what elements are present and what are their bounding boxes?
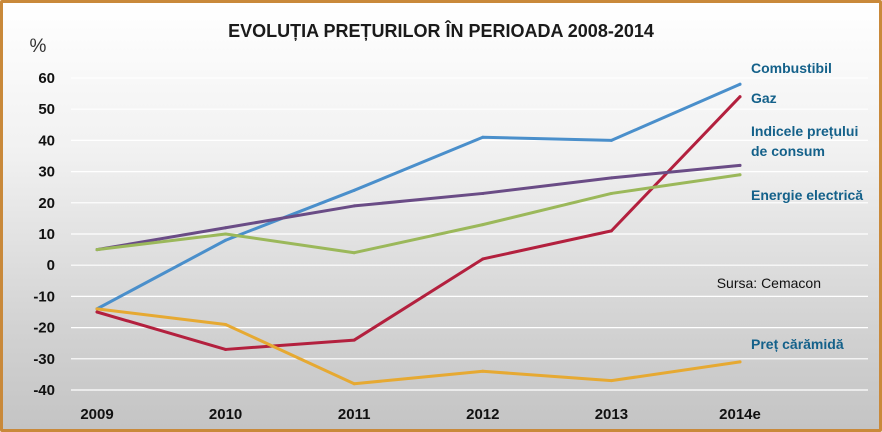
data-point-energie-electrica — [481, 223, 485, 227]
data-point-pret-caramida — [95, 307, 99, 311]
y-tick-label: 20 — [38, 195, 55, 212]
data-point-combustibil — [738, 82, 742, 86]
data-point-combustibil — [609, 138, 613, 142]
x-tick-label: 2009 — [80, 406, 113, 423]
series-label-energie-electrica: Energie electrică — [751, 187, 863, 203]
data-point-pret-caramida — [738, 360, 742, 364]
y-tick-label: -20 — [33, 320, 55, 337]
y-tick-label: -10 — [33, 288, 55, 305]
data-point-gaz — [224, 347, 228, 351]
y-tick-label: -30 — [33, 351, 55, 368]
data-point-combustibil — [352, 188, 356, 192]
data-point-indicele-pretului-de-consum — [481, 191, 485, 195]
series-line-energie-electrica — [95, 173, 742, 255]
y-tick-label: 30 — [38, 164, 55, 181]
data-point-pret-caramida — [609, 379, 613, 383]
data-point-indicele-pretului-de-consum — [738, 163, 742, 167]
y-tick-label: 50 — [38, 101, 55, 118]
data-point-indicele-pretului-de-consum — [224, 226, 228, 230]
series-line-gaz — [95, 95, 742, 351]
data-point-energie-electrica — [738, 173, 742, 177]
x-tick-label: 2010 — [209, 406, 242, 423]
source-note: Sursa: Cemacon — [717, 275, 821, 291]
data-point-indicele-pretului-de-consum — [609, 176, 613, 180]
series-label-gaz: Gaz — [751, 90, 777, 106]
data-point-gaz — [738, 95, 742, 99]
series-line-combustibil — [95, 82, 742, 311]
x-tick-label: 2014e — [719, 406, 761, 423]
y-axis-unit-label: % — [30, 36, 47, 57]
y-tick-label: 40 — [38, 132, 55, 149]
data-point-gaz — [609, 229, 613, 233]
series-label-pret-caramida: Preț cărămidă — [751, 336, 844, 352]
data-point-pret-caramida — [224, 322, 228, 326]
x-tick-label: 2013 — [595, 406, 628, 423]
series-line-pret-caramida — [95, 307, 742, 386]
y-tick-label: 60 — [38, 70, 55, 87]
chart-title: EVOLUȚIA PREȚURILOR ÎN PERIOADA 2008-201… — [228, 20, 654, 41]
data-point-combustibil — [224, 238, 228, 242]
data-point-energie-electrica — [95, 248, 99, 252]
series-labels: Combustibil Gaz Indicele prețului de consum… — [751, 60, 863, 352]
data-point-pret-caramida — [481, 369, 485, 373]
data-point-gaz — [481, 257, 485, 261]
y-axis-ticks: 60 50 40 30 20 10 0 -10 -20 -30 -40 — [33, 70, 55, 399]
y-tick-label: 10 — [38, 226, 55, 243]
series-label-indicele-pretului-de-consum: Indicele prețului de consum — [751, 123, 858, 159]
data-point-energie-electrica — [352, 251, 356, 255]
data-point-energie-electrica — [224, 232, 228, 236]
series-line-indicele-pretului-de-consum — [95, 163, 742, 252]
data-point-combustibil — [481, 135, 485, 139]
data-point-pret-caramida — [352, 382, 356, 386]
data-point-indicele-pretului-de-consum — [352, 204, 356, 208]
series-lines — [95, 82, 742, 386]
x-tick-label: 2012 — [466, 406, 499, 423]
series-label-combustibil: Combustibil — [751, 60, 832, 76]
x-axis-ticks: 2009 2010 2011 2012 2013 2014e — [80, 406, 761, 423]
data-point-gaz — [95, 310, 99, 314]
grid — [71, 77, 868, 391]
data-point-gaz — [352, 338, 356, 342]
y-tick-label: -40 — [33, 382, 55, 399]
y-tick-label: 0 — [47, 257, 55, 274]
data-point-energie-electrica — [609, 191, 613, 195]
x-tick-label: 2011 — [338, 406, 371, 423]
price-evolution-chart: EVOLUȚIA PREȚURILOR ÎN PERIOADA 2008-201… — [30, 20, 868, 423]
